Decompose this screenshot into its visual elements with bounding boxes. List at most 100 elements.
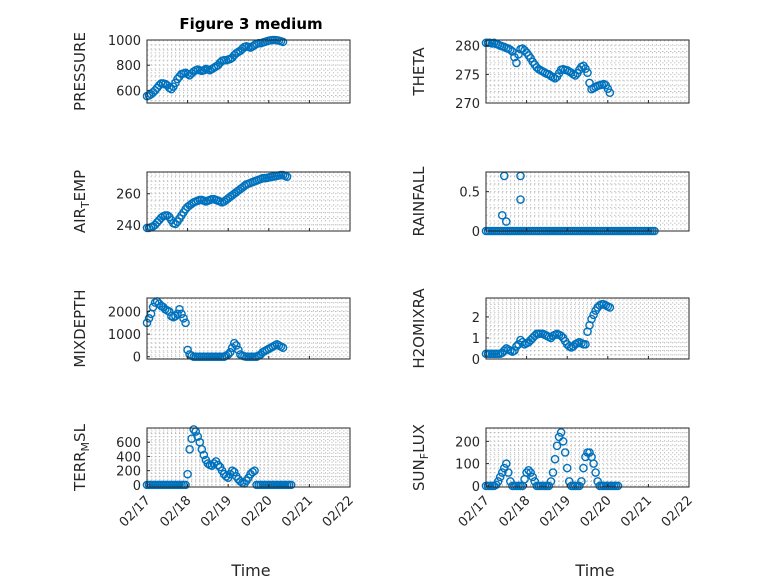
subplot-sun-flux-axes-box bbox=[485, 427, 690, 488]
subplot-mixdepth-point bbox=[165, 307, 174, 316]
x-axis-label-right: Time bbox=[574, 561, 614, 580]
subplot-h2omixra-point bbox=[499, 346, 509, 355]
subplot-sun-flux-ytick-label: 100 bbox=[455, 458, 480, 473]
subplot-pressure-point bbox=[154, 81, 164, 90]
subplot-rainfall-axes-box bbox=[485, 171, 690, 232]
subplot-terr-msl-point bbox=[248, 467, 257, 477]
subplot-terr-msl-ylabel: TERRMSL bbox=[71, 423, 92, 492]
subplot-sun-flux-point bbox=[585, 448, 594, 457]
subplot-mixdepth-point bbox=[183, 345, 192, 355]
subplot-h2omixra-point bbox=[556, 331, 566, 341]
subplot-theta-axes-box bbox=[485, 39, 690, 104]
subplot-h2omixra-point bbox=[512, 342, 521, 351]
subplot-mixdepth-point bbox=[175, 304, 184, 314]
subplot-terr-msl-point bbox=[286, 480, 296, 490]
subplot-sun-flux-point bbox=[493, 477, 503, 486]
subplot-sun-flux-point bbox=[495, 472, 505, 482]
subplot-h2omixra-ytick-label: 2 bbox=[472, 311, 480, 326]
subplot-sun-flux-xtick-label: 02/21 bbox=[618, 493, 655, 530]
subplot-sun-flux-point bbox=[558, 437, 568, 446]
subplot-terr-msl-point bbox=[221, 472, 231, 481]
subplot-theta-point bbox=[583, 68, 592, 77]
subplot-pressure-ytick-label: 600 bbox=[116, 84, 141, 99]
subplot-sun-flux: 0 100 200 02/17 02/18 02/19 02/20 02/21 02/22 SUN… bbox=[410, 424, 696, 530]
subplot-theta-ytick-label: 280 bbox=[455, 40, 480, 55]
subplot-h2omixra-point bbox=[589, 310, 598, 320]
subplot-sun-flux-point bbox=[575, 481, 584, 491]
subplot-terr-msl-xtick-label: 02/21 bbox=[279, 493, 316, 530]
subplot-air-temp-ytick-label: 240 bbox=[116, 219, 141, 234]
subplot-rainfall-point bbox=[516, 195, 525, 204]
subplot-terr-msl-xtick-label: 02/22 bbox=[320, 493, 357, 530]
subplot-terr-msl-ytick-label: 0 bbox=[133, 479, 141, 494]
subplot-sun-flux-point bbox=[528, 472, 537, 482]
subplot-theta-point bbox=[603, 84, 613, 93]
subplot-terr-msl-point bbox=[199, 450, 209, 460]
subplot-terr-msl-xtick-label: 02/20 bbox=[239, 493, 276, 530]
subplot-terr-msl-point bbox=[250, 466, 259, 475]
subplot-terr-msl-xtick-label: 02/19 bbox=[198, 493, 235, 530]
subplot-terr-msl-ytick-label: 200 bbox=[116, 465, 141, 480]
subplot-terr-msl-point bbox=[236, 477, 245, 486]
subplot-mixdepth-ytick-label: 2000 bbox=[108, 306, 141, 321]
subplot-mixdepth-point bbox=[232, 341, 241, 350]
subplot-h2omixra-point bbox=[514, 339, 523, 349]
subplot-mixdepth-point bbox=[181, 318, 190, 328]
subplot-air-temp-ytick-label: 260 bbox=[116, 188, 141, 203]
subplot-sun-flux-point bbox=[526, 468, 535, 477]
subplot-theta-point bbox=[506, 45, 515, 55]
subplot-pressure: 600 800 1000 PRESSURE bbox=[71, 32, 351, 111]
subplot-pressure-point bbox=[173, 74, 182, 84]
subplot-sun-flux-point bbox=[591, 468, 600, 477]
subplot-mixdepth: 0 1000 2000 MIXDEPTH bbox=[71, 289, 351, 368]
subplot-theta-point bbox=[605, 88, 615, 97]
subplot-mixdepth-point bbox=[225, 347, 235, 357]
subplot-terr-msl-point bbox=[181, 480, 190, 490]
subplot-theta-point bbox=[581, 64, 590, 73]
subplot-sun-flux-point bbox=[552, 441, 562, 451]
subplot-terr-msl-point bbox=[185, 445, 194, 454]
subplot-sun-flux-point bbox=[589, 459, 598, 468]
subplot-terr-msl-point bbox=[197, 445, 207, 454]
subplot-h2omixra-point bbox=[587, 314, 596, 324]
subplot-h2omixra-ytick-label: 0 bbox=[472, 353, 480, 368]
subplot-mixdepth-point bbox=[144, 314, 154, 323]
subplot-air-temp-ylabel: AIRTEMP bbox=[71, 170, 92, 233]
subplot-pressure-ylabel: PRESSURE bbox=[71, 32, 89, 111]
subplot-h2omixra-point bbox=[605, 303, 615, 312]
subplot-mixdepth-point bbox=[229, 338, 239, 348]
subplot-terr-msl-point bbox=[193, 432, 203, 441]
subplot-sun-flux-xtick-label: 02/19 bbox=[537, 493, 574, 530]
subplot-sun-flux-ylabel: SUNFLUX bbox=[410, 424, 431, 491]
subplot-sun-flux-ytick-label: 0 bbox=[472, 480, 480, 495]
subplot-terr-msl-point bbox=[213, 460, 223, 470]
subplot-mixdepth-axes-box bbox=[146, 297, 351, 360]
subplot-rainfall: 0 0.5 RAINFALL bbox=[410, 166, 690, 240]
subplot-sun-flux-point bbox=[546, 477, 556, 486]
subplot-sun-flux-point bbox=[504, 468, 513, 477]
subplot-theta-point bbox=[550, 74, 560, 83]
subplot-sun-flux-point bbox=[501, 459, 511, 468]
subplot-terr-msl-ytick-label: 600 bbox=[116, 436, 141, 451]
subplot-sun-flux-point bbox=[613, 481, 623, 491]
subplot-terr-msl-xtick-label: 02/18 bbox=[157, 493, 194, 530]
subplot-pressure-point bbox=[278, 37, 288, 47]
subplot-h2omixra-ytick-label: 1 bbox=[472, 332, 480, 347]
subplot-terr-msl-point bbox=[203, 459, 213, 468]
x-axis-label-left: Time bbox=[230, 561, 270, 580]
subplot-sun-flux-point bbox=[550, 454, 560, 464]
subplot-sun-flux-point bbox=[560, 448, 570, 457]
subplot-sun-flux-point bbox=[522, 468, 531, 477]
subplot-terr-msl-point bbox=[183, 469, 192, 479]
subplot-mixdepth-ytick-label: 0 bbox=[133, 351, 141, 366]
subplot-h2omixra-point bbox=[510, 346, 519, 355]
subplot-h2omixra-point bbox=[518, 337, 527, 347]
subplot-pressure-point bbox=[150, 86, 160, 95]
subplot-theta-point bbox=[512, 58, 521, 68]
subplot-pressure-ytick-label: 1000 bbox=[108, 34, 141, 49]
subplot-terr-msl-point bbox=[189, 425, 198, 434]
subplot-terr-msl-xtick-label: 02/17 bbox=[117, 493, 154, 530]
